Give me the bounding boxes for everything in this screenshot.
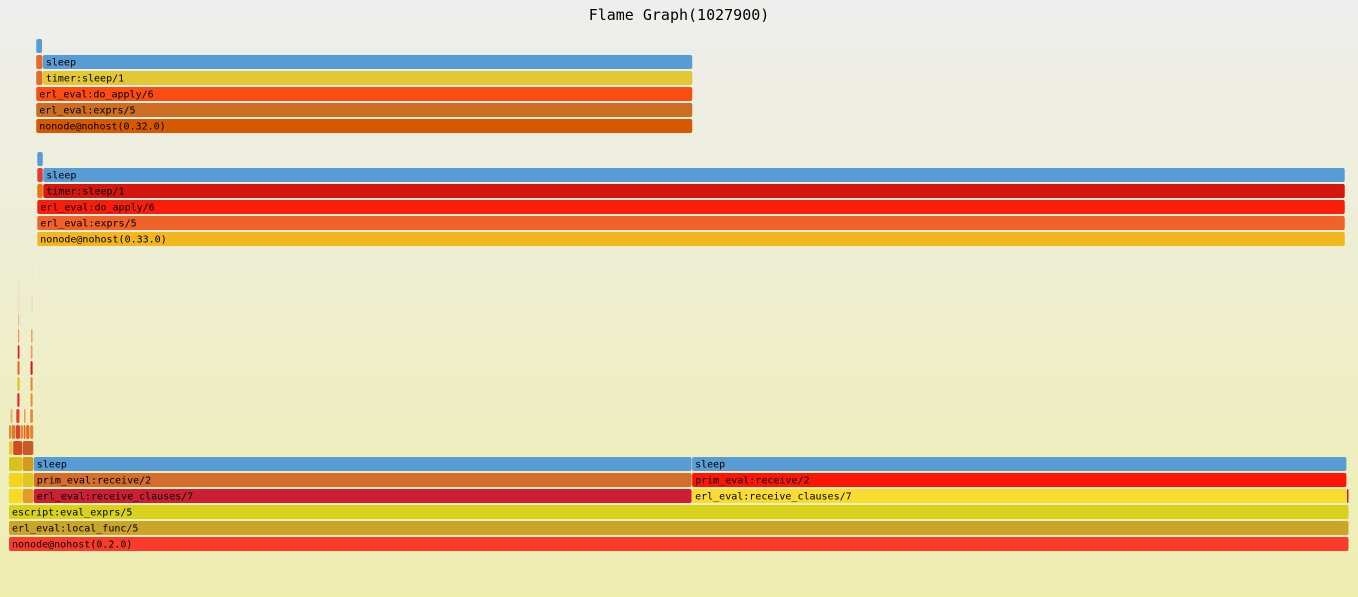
flame-frame[interactable] [22, 441, 34, 455]
chart-title: Flame Graph(1027900) [588, 6, 770, 24]
flame-frame[interactable] [33, 457, 692, 471]
flame-stack: nonode@nohost(0.32.0) erl_eval:exprs/5 erl… [36, 39, 693, 133]
flame-frame[interactable] [30, 425, 34, 439]
flame-frame[interactable] [20, 425, 23, 439]
flame-frame[interactable] [1346, 489, 1349, 503]
flame-frame[interactable] [9, 521, 1349, 535]
flame-frame[interactable] [36, 39, 43, 53]
flame-frame[interactable] [15, 425, 20, 439]
flame-frame[interactable] [17, 377, 20, 391]
flame-frame[interactable] [23, 409, 26, 423]
flame-frame[interactable] [30, 361, 33, 375]
flame-frame-label: nonode@nohost(0.32.0) [39, 122, 165, 133]
flame-frame-label: escript:eval_exprs/5 [12, 508, 132, 519]
flame-frame-label: prim_eval:receive/2 [37, 476, 151, 487]
flame-frame[interactable] [37, 152, 43, 166]
flame-frame[interactable] [17, 345, 20, 359]
flame-frame[interactable] [692, 457, 1347, 471]
flame-frame[interactable] [30, 345, 33, 359]
flame-frame[interactable] [9, 457, 23, 471]
flame-stack: nonode@nohost(0.33.0) erl_eval:exprs/5 erl… [37, 152, 1345, 246]
flame-frame-label: timer:sleep/1 [46, 74, 124, 85]
flame-frame[interactable] [37, 232, 1345, 246]
flame-frame[interactable] [43, 184, 1345, 198]
flame-frame[interactable] [13, 441, 23, 455]
flame-frame-label: sleep [695, 460, 725, 471]
flame-frame[interactable] [37, 168, 43, 182]
flame-frame[interactable] [33, 489, 692, 503]
flame-frame-label: sleep [37, 460, 67, 471]
flame-frame[interactable] [43, 168, 1345, 182]
flame-frame[interactable] [22, 457, 34, 471]
flame-frame-label: sleep [46, 58, 76, 69]
flame-frame[interactable] [16, 409, 20, 423]
flame-frame[interactable] [33, 473, 692, 487]
flame-frame[interactable] [26, 425, 30, 439]
flame-frame[interactable] [30, 377, 33, 391]
flame-frame[interactable] [42, 71, 693, 85]
flame-frame-label: erl_eval:local_func/5 [12, 524, 138, 535]
flame-frame[interactable] [37, 200, 1345, 214]
flame-frame[interactable] [9, 441, 13, 455]
flame-frame[interactable] [17, 393, 20, 407]
flame-frame[interactable] [30, 393, 33, 407]
flame-frame[interactable] [31, 297, 33, 311]
flame-frame[interactable] [9, 489, 23, 503]
flame-frame[interactable] [692, 473, 1347, 487]
flame-frame[interactable] [9, 473, 23, 487]
flame-frame[interactable] [18, 313, 20, 327]
flame-frame-label: erl_eval:do_apply/6 [39, 90, 153, 101]
flame-frame[interactable] [9, 537, 1349, 551]
flame-frame-label: erl_eval:receive_clauses/7 [37, 492, 194, 503]
flame-frame-label: prim_eval:receive/2 [695, 476, 809, 487]
flame-frame[interactable] [36, 119, 693, 133]
flame-frame[interactable] [36, 103, 693, 117]
flame-frame[interactable] [22, 473, 34, 487]
flame-frame[interactable] [30, 409, 33, 423]
flame-frame[interactable] [9, 505, 1349, 519]
flame-frame[interactable] [18, 297, 20, 311]
flame-frame-label: nonode@nohost(0.33.0) [40, 235, 166, 246]
flame-frame[interactable] [18, 281, 20, 295]
flame-frame[interactable] [37, 216, 1345, 230]
flame-frame[interactable] [692, 489, 1347, 503]
flame-frame-label: sleep [46, 171, 76, 182]
flame-frame[interactable] [36, 55, 43, 69]
flame-frame[interactable] [42, 55, 693, 69]
flame-frame[interactable] [11, 425, 16, 439]
flame-frame-label: erl_eval:exprs/5 [40, 219, 136, 230]
flame-frame[interactable] [23, 425, 26, 439]
flame-frame[interactable] [18, 329, 20, 343]
flame-frame-label: timer:sleep/1 [46, 187, 124, 198]
flame-frame-label: erl_eval:exprs/5 [39, 106, 135, 117]
flame-frame[interactable] [31, 329, 33, 343]
flame-frame-label: erl_eval:receive_clauses/7 [695, 492, 852, 503]
flame-frame[interactable] [22, 489, 34, 503]
flame-frame[interactable] [37, 184, 43, 198]
flame-frame-label: erl_eval:do_apply/6 [40, 203, 154, 214]
flame-frame-label: nonode@nohost(0.2.0) [12, 540, 132, 551]
flame-frame[interactable] [10, 409, 13, 423]
flame-frame[interactable] [36, 71, 43, 85]
flame-stack: nonode@nohost(0.2.0) erl_eval:local_func/… [9, 265, 1349, 551]
flame-frame[interactable] [36, 87, 693, 101]
flame-frame[interactable] [9, 425, 12, 439]
flame-frame[interactable] [31, 265, 33, 279]
flame-frame[interactable] [17, 361, 20, 375]
